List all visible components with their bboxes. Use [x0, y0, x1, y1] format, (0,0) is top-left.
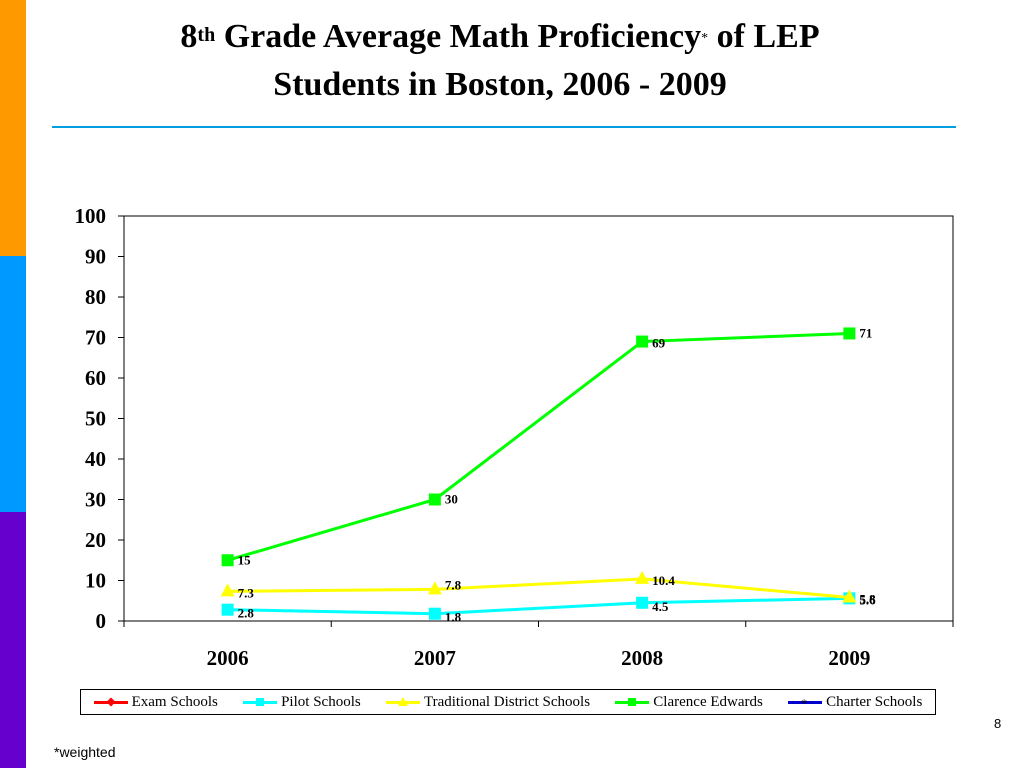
accent-stripe-blue	[0, 256, 26, 512]
data-point	[221, 603, 234, 616]
series-line	[227, 331, 850, 562]
legend-label: Pilot Schools	[281, 693, 361, 710]
data-point	[220, 583, 235, 597]
data-point	[842, 589, 857, 603]
accent-stripe-purple	[0, 512, 26, 768]
data-point	[428, 493, 441, 506]
y-tick-label: 50	[85, 407, 106, 431]
line-chart: 0 10 20 30 40 50 60 70 80 90 100 2006 2007 2008 2009 2.…	[75, 204, 954, 670]
legend-swatch	[615, 696, 650, 708]
data-point	[635, 570, 650, 584]
legend-line	[788, 701, 823, 704]
legend-label: Traditional District Schools	[423, 693, 591, 710]
series-line	[227, 577, 850, 600]
plot-area	[123, 215, 954, 622]
legend-marker	[397, 697, 408, 706]
legend-item: Traditional District Schools	[385, 693, 591, 711]
data-label: 71	[859, 325, 872, 340]
legend-item: * Charter Schools	[788, 694, 922, 711]
legend-label: Exam Schools	[131, 693, 218, 710]
title-asterisk: *	[701, 31, 709, 47]
title-suffix-text: of LEP	[708, 18, 820, 55]
title-line-2: Students in Boston, 2006 - 2009	[273, 66, 727, 104]
y-tick-label: 40	[85, 447, 106, 471]
legend-swatch	[243, 696, 278, 708]
data-label: 15	[238, 552, 252, 567]
y-tick-label: 60	[85, 366, 106, 390]
data-point	[636, 596, 649, 609]
data-label: 5.6	[859, 592, 876, 607]
data-label: 69	[652, 336, 666, 351]
data-label: 30	[445, 492, 458, 507]
series-clarence-edwards: 15 30 69 71	[221, 325, 872, 567]
legend-item: Clarence Edwards	[615, 694, 763, 711]
data-label: 7.8	[445, 577, 462, 592]
y-tick-label: 30	[85, 488, 106, 512]
y-tick-label: 20	[85, 528, 106, 552]
legend-marker: *	[801, 696, 808, 710]
slide-title: 8th Grade Average Math Proficiency* of L…	[60, 14, 940, 108]
data-label: 10.4	[652, 573, 675, 588]
legend-item: Pilot Schools	[243, 694, 361, 711]
data-label: 1.8	[445, 610, 462, 625]
series-traditional-district-schools: 7.3 7.8 10.4 5.8	[220, 570, 876, 607]
series-line	[227, 596, 850, 616]
legend-label: Clarence Edwards	[653, 693, 763, 710]
y-tick-label: 10	[85, 569, 106, 593]
title-divider	[52, 126, 956, 128]
x-tick-label: 2006	[207, 646, 249, 670]
data-label: 4.5	[652, 599, 669, 614]
y-tick-label: 90	[85, 245, 106, 269]
data-point	[843, 327, 856, 340]
y-tick-label: 0	[96, 609, 107, 633]
y-tick-label: 70	[85, 326, 106, 350]
legend-marker	[256, 698, 265, 706]
x-tick-label: 2008	[621, 646, 663, 670]
data-point	[428, 607, 441, 620]
data-label: 2.8	[238, 606, 255, 621]
footnote: *weighted	[54, 744, 116, 760]
y-tick-label: 100	[75, 204, 107, 228]
accent-stripe-orange	[0, 0, 26, 256]
title-grade-number: 8	[180, 18, 198, 55]
legend-item: Exam Schools	[93, 693, 218, 711]
data-point	[221, 554, 234, 567]
title-main-text: Grade Average Math Proficiency	[215, 18, 702, 55]
x-tick-label: 2007	[414, 646, 456, 670]
title-grade-suffix: th	[197, 24, 216, 46]
data-point	[636, 335, 649, 348]
chart-legend: Exam Schools Pilot Schools Traditional Dis…	[80, 689, 936, 715]
legend-marker	[628, 698, 637, 706]
legend-marker	[106, 697, 116, 707]
y-tick-label: 80	[85, 285, 106, 309]
legend-label: Charter Schools	[826, 693, 923, 710]
page-number: 8	[994, 716, 1002, 731]
legend-swatch: *	[788, 696, 823, 710]
legend-swatch	[93, 696, 128, 708]
data-point	[427, 581, 442, 595]
x-tick-label: 2009	[828, 646, 870, 670]
data-label: 5.8	[859, 592, 876, 607]
data-label: 7.3	[238, 585, 255, 600]
legend-swatch	[385, 696, 420, 708]
